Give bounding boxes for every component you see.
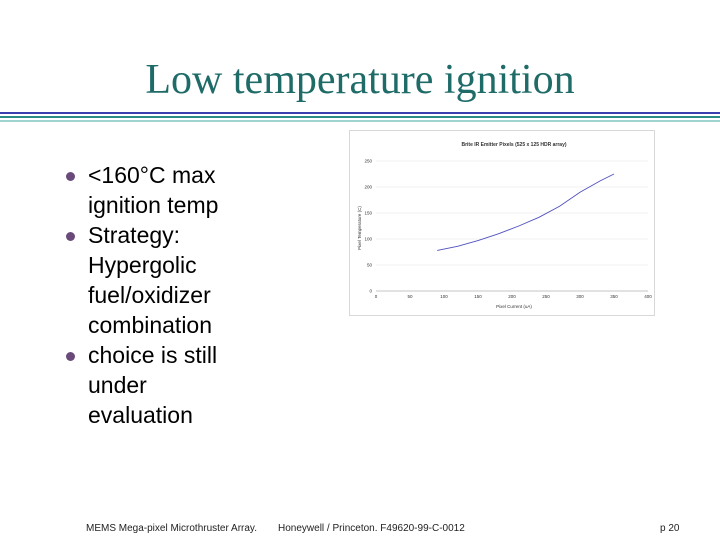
chart-series — [437, 173, 615, 251]
bullet-text: Strategy: Hypergolic fuel/oxidizer combi… — [88, 222, 213, 338]
chart-x-tick-label: 0 — [375, 294, 378, 299]
bullet-item: <160°C max ignition temp — [62, 160, 242, 220]
title-rule-light — [0, 120, 720, 122]
title-rule-teal — [0, 116, 720, 118]
bullet-text: <160°C max ignition temp — [88, 162, 219, 218]
footer-left: MEMS Mega-pixel Microthruster Array. — [86, 523, 257, 534]
chart-y-tick-label: 150 — [364, 211, 372, 216]
chart-grid — [376, 160, 648, 292]
bullet-dot-icon — [66, 232, 75, 241]
bullet-item: Strategy: Hypergolic fuel/oxidizer combi… — [62, 220, 242, 340]
chart-ticks: 0 50 100 150 200 250 0 50 100 150 200 250 300 350 400 — [364, 159, 652, 300]
bullet-dot-icon — [66, 172, 75, 181]
bullet-list: <160°C max ignition temp Strategy: Hyper… — [62, 160, 242, 430]
footer-page-number: p 20 — [660, 523, 680, 534]
chart-x-tick-label: 100 — [440, 294, 448, 299]
bullet-text: choice is still under evaluation — [88, 342, 218, 428]
chart-svg: Brite IR Emitter Pixels (525 x 125 HDR a… — [357, 142, 652, 309]
footer-center: Honeywell / Princeton. F49620-99-C-0012 — [278, 523, 465, 534]
chart-title: Brite IR Emitter Pixels (525 x 125 HDR a… — [461, 142, 566, 148]
chart-y-axis-label: Pixel Temperature (C) — [357, 206, 362, 250]
chart-y-tick-label: 50 — [367, 263, 373, 268]
chart-x-tick-label: 150 — [474, 294, 482, 299]
chart-y-tick-label: 200 — [364, 185, 372, 190]
chart-x-tick-label: 400 — [644, 294, 652, 299]
chart-x-tick-label: 300 — [576, 294, 584, 299]
chart-y-tick-label: 100 — [364, 237, 372, 242]
chart-x-tick-label: 350 — [610, 294, 618, 299]
title-rule-blue — [0, 112, 720, 114]
chart-series-line — [437, 173, 615, 251]
bullet-item: choice is still under evaluation — [62, 340, 242, 430]
chart-x-tick-label: 50 — [407, 294, 413, 299]
slide-title: Low temperature ignition — [145, 57, 575, 103]
chart-y-tick-label: 250 — [364, 159, 372, 164]
chart-x-tick-label: 250 — [542, 294, 550, 299]
chart-panel: Brite IR Emitter Pixels (525 x 125 HDR a… — [349, 130, 655, 316]
chart-x-axis-label: Pixel Current (uA) — [496, 304, 532, 309]
chart-x-tick-label: 200 — [508, 294, 516, 299]
chart-y-tick-label: 0 — [369, 289, 372, 294]
bullet-dot-icon — [66, 352, 75, 361]
